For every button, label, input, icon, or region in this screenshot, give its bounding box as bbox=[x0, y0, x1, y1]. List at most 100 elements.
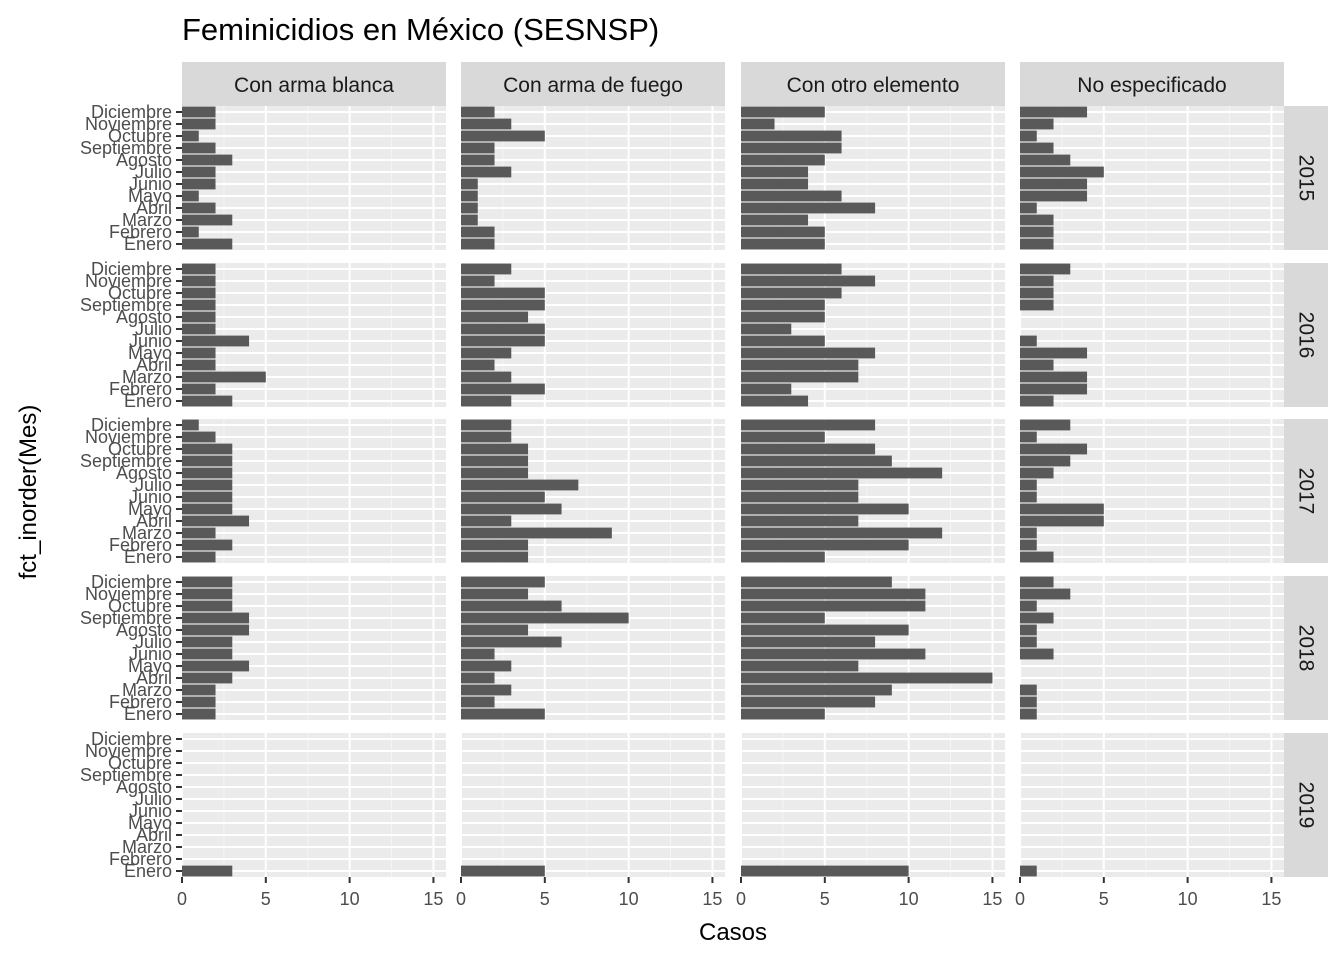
bar-mayo bbox=[1020, 347, 1088, 359]
bar-marzo bbox=[182, 214, 233, 226]
bar-marzo bbox=[461, 684, 512, 696]
y-tick-label-septiembre: Septiembre bbox=[80, 608, 172, 628]
y-tick-label-marzo: Marzo bbox=[122, 680, 172, 700]
bar-febrero bbox=[741, 383, 792, 395]
panel-con-otro-elemento-2018 bbox=[740, 576, 1005, 720]
bar-enero bbox=[741, 238, 825, 250]
bar-octubre bbox=[182, 600, 233, 612]
x-tick-label: 5 bbox=[540, 889, 550, 909]
y-tick-label-enero: Enero bbox=[124, 861, 172, 881]
panel-background bbox=[1020, 263, 1284, 407]
facet-strip-year-2016 bbox=[1284, 263, 1328, 407]
bar-mayo bbox=[741, 660, 859, 672]
panel-con-arma-blanca-2017 bbox=[181, 419, 446, 563]
bar-julio bbox=[461, 479, 579, 491]
panel-background bbox=[461, 419, 725, 563]
y-tick-label-mayo: Mayo bbox=[128, 499, 172, 519]
bar-enero bbox=[1020, 551, 1054, 563]
chart-title: Feminicidios en México (SESNSP) bbox=[182, 12, 659, 47]
bar-agosto bbox=[741, 467, 943, 479]
y-tick-label-septiembre: Septiembre bbox=[80, 765, 172, 785]
bar-octubre bbox=[461, 130, 545, 142]
bar-enero bbox=[461, 708, 545, 720]
bar-diciembre bbox=[461, 419, 512, 431]
y-tick-label-noviembre: Noviembre bbox=[85, 114, 172, 134]
x-tick-label: 0 bbox=[177, 889, 187, 909]
panel-con-arma-de-fuego-2018 bbox=[460, 576, 725, 720]
panel-background bbox=[461, 106, 725, 250]
y-tick-label-noviembre: Noviembre bbox=[85, 741, 172, 761]
y-tick-label-junio: Junio bbox=[129, 487, 172, 507]
bar-marzo bbox=[1020, 527, 1037, 539]
panel-con-arma-blanca-2018 bbox=[181, 576, 446, 720]
bar-febrero bbox=[1020, 226, 1054, 238]
bar-agosto bbox=[461, 624, 529, 636]
bar-marzo bbox=[741, 527, 943, 539]
bar-octubre bbox=[1020, 287, 1054, 299]
facet-panels: Con arma blanca Con arma de fuego Con otro… bbox=[80, 62, 1328, 909]
bar-octubre bbox=[741, 600, 926, 612]
panel-con-arma-de-fuego-2017 bbox=[460, 419, 725, 563]
bar-febrero bbox=[182, 383, 216, 395]
y-tick-label-mayo: Mayo bbox=[128, 656, 172, 676]
bar-julio bbox=[182, 479, 233, 491]
bar-febrero bbox=[461, 539, 529, 551]
facet-strip-year-2018 bbox=[1284, 576, 1328, 720]
bar-abril bbox=[741, 515, 859, 527]
bar-noviembre bbox=[182, 275, 216, 287]
bar-julio bbox=[741, 479, 859, 491]
panel-background bbox=[741, 576, 1005, 720]
panel-con-otro-elemento-2015 bbox=[740, 106, 1005, 250]
facet-label-year-2016: 2016 bbox=[1295, 312, 1318, 359]
bar-marzo bbox=[182, 684, 216, 696]
y-tick-label-septiembre: Septiembre bbox=[80, 138, 172, 158]
panel-con-arma-blanca-2019 bbox=[181, 733, 446, 877]
bar-abril bbox=[1020, 515, 1104, 527]
panel-background bbox=[182, 106, 446, 250]
y-tick-label-diciembre: Diciembre bbox=[91, 572, 172, 592]
x-tick-label: 10 bbox=[899, 889, 919, 909]
bar-septiembre bbox=[1020, 142, 1054, 154]
bar-septiembre bbox=[741, 142, 842, 154]
bar-enero bbox=[1020, 395, 1054, 407]
panel-no-especificado-2015 bbox=[1019, 106, 1284, 250]
bar-septiembre bbox=[461, 612, 629, 624]
panel-background bbox=[461, 263, 725, 407]
bar-marzo bbox=[182, 527, 216, 539]
bar-junio bbox=[1020, 178, 1088, 190]
facet-strip-year-2017 bbox=[1284, 419, 1328, 563]
bar-noviembre bbox=[741, 118, 775, 130]
bar-marzo bbox=[461, 527, 612, 539]
bar-agosto bbox=[461, 311, 529, 323]
y-tick-label-diciembre: Diciembre bbox=[91, 102, 172, 122]
bar-octubre bbox=[1020, 130, 1037, 142]
y-tick-label-febrero: Febrero bbox=[109, 692, 172, 712]
x-axis-title: Casos bbox=[699, 919, 767, 946]
bar-noviembre bbox=[741, 431, 825, 443]
y-tick-label-octubre: Octubre bbox=[108, 126, 172, 146]
panel-background bbox=[741, 263, 1005, 407]
panel-no-especificado-2016 bbox=[1019, 263, 1284, 407]
panel-background bbox=[1020, 576, 1284, 720]
bar-febrero bbox=[461, 696, 495, 708]
y-tick-label-septiembre: Septiembre bbox=[80, 295, 172, 315]
bar-enero bbox=[741, 395, 809, 407]
bar-julio bbox=[461, 636, 562, 648]
y-tick-label-octubre: Octubre bbox=[108, 439, 172, 459]
panel-con-otro-elemento-2019 bbox=[740, 733, 1005, 877]
bar-septiembre bbox=[741, 612, 825, 624]
bar-noviembre bbox=[182, 431, 216, 443]
facet-strip-year-2019 bbox=[1284, 733, 1328, 877]
bar-febrero bbox=[182, 539, 233, 551]
y-tick-label-marzo: Marzo bbox=[122, 523, 172, 543]
panel-background bbox=[461, 576, 725, 720]
x-tick-label: 5 bbox=[261, 889, 271, 909]
bar-enero bbox=[461, 238, 495, 250]
bar-agosto bbox=[741, 311, 825, 323]
bar-julio bbox=[182, 323, 216, 335]
bar-mayo bbox=[461, 347, 512, 359]
bar-diciembre bbox=[741, 419, 876, 431]
x-tick-label: 15 bbox=[702, 889, 722, 909]
bar-diciembre bbox=[1020, 576, 1054, 588]
